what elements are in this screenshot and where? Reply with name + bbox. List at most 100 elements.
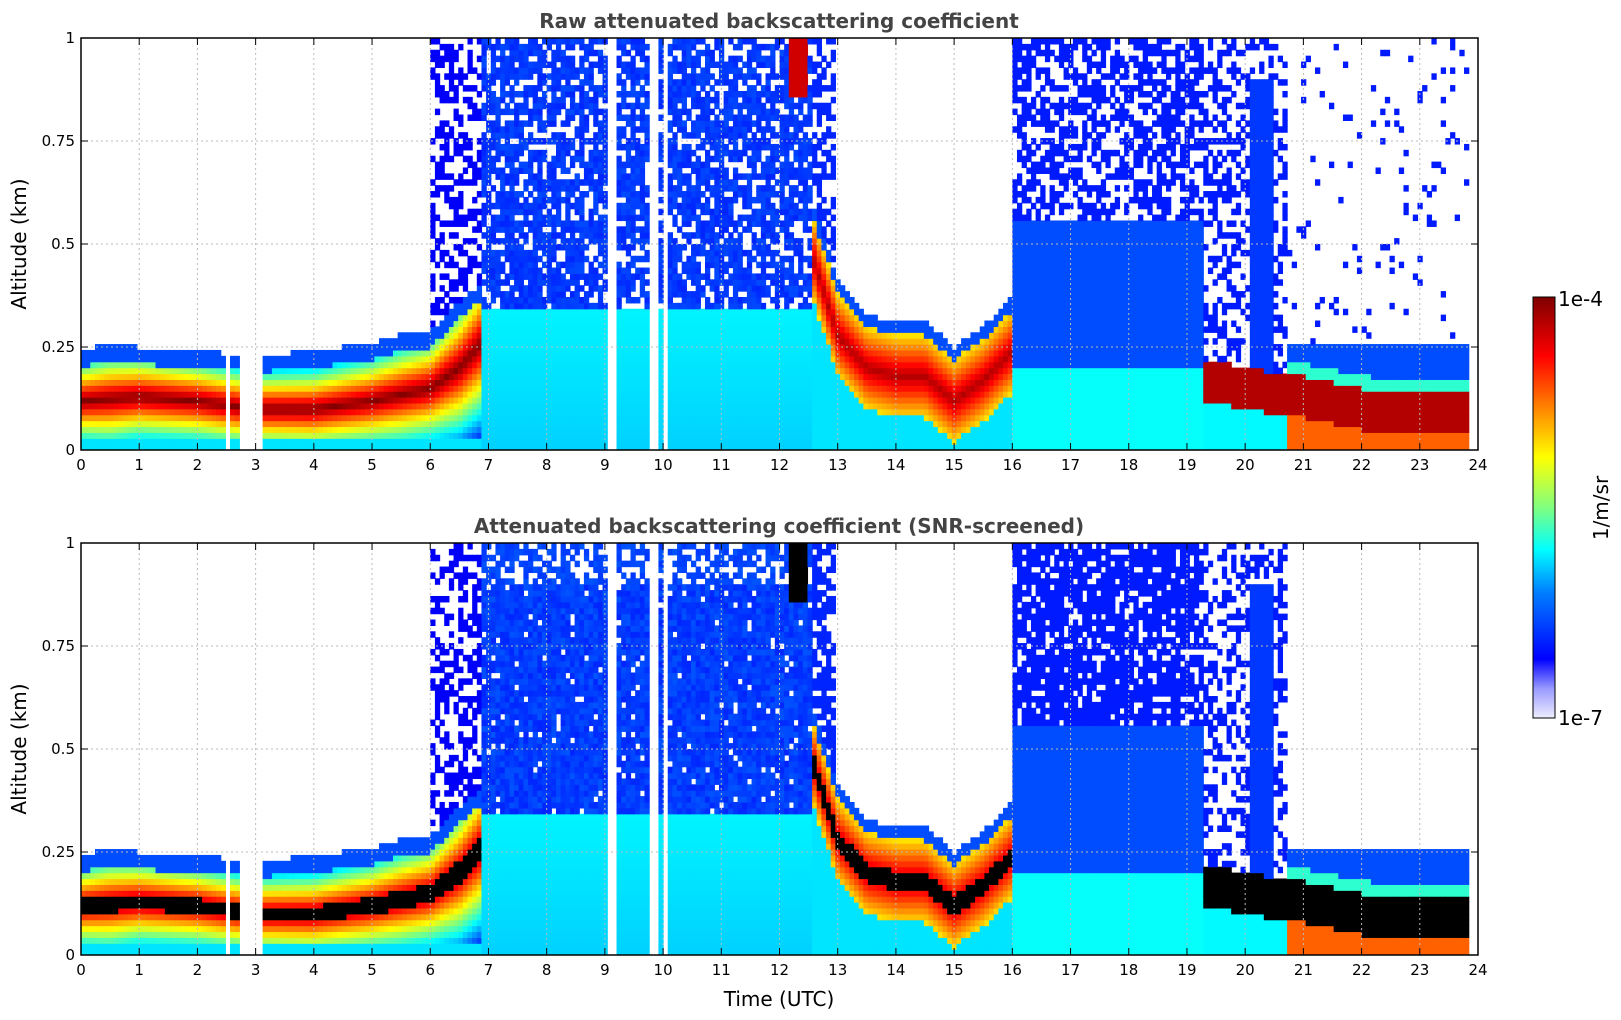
heatmap-cell	[732, 244, 739, 251]
heatmap-cell	[285, 397, 292, 404]
heatmap-cell	[458, 385, 464, 392]
heatmap-cell	[453, 391, 459, 398]
heatmap-cell	[672, 214, 678, 222]
heatmap-cell	[434, 191, 441, 198]
heatmap-cell	[602, 408, 608, 416]
heatmap-cell	[495, 285, 501, 292]
heatmap-cell	[579, 391, 585, 398]
heatmap-cell	[709, 120, 715, 127]
heatmap-cell	[262, 420, 268, 428]
heatmap-cell	[746, 320, 753, 327]
heatmap-cell	[644, 249, 650, 257]
heatmap-cell	[667, 238, 673, 245]
heatmap-cell	[709, 85, 715, 92]
heatmap-cell	[434, 108, 441, 116]
heatmap-cell	[230, 397, 236, 404]
heatmap-cell	[341, 397, 348, 404]
heatmap-cell	[337, 373, 343, 380]
heatmap-cell	[183, 355, 189, 363]
heatmap-cell	[500, 126, 506, 133]
heatmap-cell	[746, 444, 753, 450]
heatmap-cell	[309, 367, 315, 375]
heatmap-cell	[672, 279, 678, 286]
heatmap-cell	[732, 296, 739, 304]
heatmap-cell	[397, 385, 403, 392]
heatmap-cell	[476, 361, 483, 369]
heatmap-cell	[402, 332, 408, 339]
heatmap-cell	[122, 361, 129, 369]
heatmap-cell	[691, 43, 697, 51]
heatmap-cell	[635, 49, 641, 57]
heatmap-cell	[579, 179, 585, 186]
heatmap-cell	[695, 38, 701, 45]
heatmap-cell	[81, 355, 87, 363]
heatmap-cell	[728, 185, 734, 192]
heatmap-cell	[658, 143, 664, 151]
heatmap-cell	[495, 167, 501, 174]
heatmap-cell	[593, 179, 599, 186]
heatmap-cell	[504, 291, 511, 298]
heatmap-cell	[560, 391, 566, 398]
heatmap-cell	[313, 385, 320, 392]
heatmap-cell	[127, 373, 133, 380]
heatmap-cell	[686, 108, 692, 116]
heatmap-cell	[500, 226, 506, 233]
heatmap-cell	[542, 149, 548, 157]
heatmap-cell	[635, 438, 641, 445]
heatmap-cell	[574, 391, 580, 398]
heatmap-cell	[555, 79, 562, 86]
heatmap-cell	[677, 249, 683, 257]
heatmap-cell	[560, 444, 566, 450]
heatmap-cell	[113, 444, 119, 450]
heatmap-cell	[523, 332, 529, 339]
heatmap-cell	[760, 397, 767, 404]
heatmap-cell	[197, 402, 203, 410]
heatmap-cell	[723, 420, 729, 428]
heatmap-cell	[495, 220, 501, 227]
heatmap-cell	[746, 85, 753, 92]
heatmap-cell	[206, 438, 212, 445]
heatmap-cell	[658, 38, 664, 45]
heatmap-cell	[393, 385, 399, 392]
heatmap-cell	[658, 285, 664, 292]
heatmap-cell	[593, 285, 599, 292]
heatmap-cell	[150, 397, 157, 404]
heatmap-cell	[127, 438, 133, 445]
heatmap-cell	[523, 361, 529, 369]
heatmap-cell	[160, 349, 166, 357]
heatmap-cell	[635, 414, 641, 422]
heatmap-cell	[597, 232, 604, 239]
heatmap-cell	[709, 432, 715, 439]
heatmap-cell	[746, 61, 753, 69]
heatmap-cell	[672, 249, 678, 257]
heatmap-cell	[644, 361, 650, 369]
heatmap-cell	[658, 185, 664, 192]
heatmap-cell	[495, 114, 501, 121]
heatmap-cell	[434, 379, 441, 386]
heatmap-cell	[597, 244, 604, 251]
heatmap-cell	[476, 402, 483, 410]
heatmap-cell	[546, 420, 552, 428]
heatmap-cell	[751, 355, 757, 363]
heatmap-cell	[672, 385, 678, 392]
heatmap-cell	[695, 96, 701, 104]
heatmap-cell	[686, 338, 692, 345]
heatmap-cell	[444, 261, 450, 269]
heatmap-cell	[691, 185, 697, 192]
heatmap-cell	[616, 420, 622, 428]
heatmap-cell	[695, 438, 701, 445]
heatmap-cell	[686, 173, 692, 180]
heatmap-cell	[737, 349, 743, 357]
heatmap-cell	[523, 90, 529, 98]
heatmap-cell	[481, 444, 487, 450]
heatmap-cell	[616, 302, 622, 310]
heatmap-cell	[430, 444, 436, 450]
heatmap-cell	[630, 438, 636, 445]
heatmap-cell	[695, 179, 701, 186]
heatmap-cell	[369, 414, 375, 422]
heatmap-cell	[658, 408, 664, 416]
heatmap-cell	[81, 426, 87, 433]
heatmap-cell	[490, 426, 497, 433]
heatmap-cell	[667, 79, 673, 86]
heatmap-cell	[579, 96, 585, 104]
